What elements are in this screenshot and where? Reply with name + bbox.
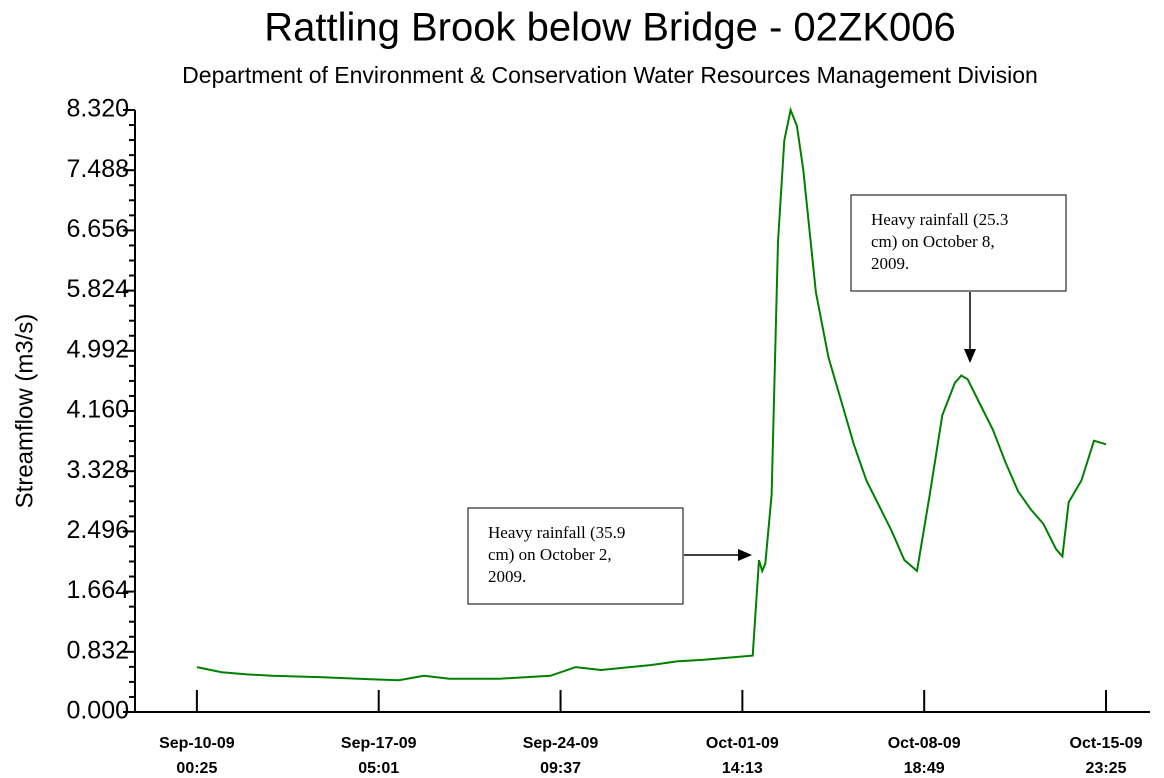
- y-tick-label: 3.328: [66, 456, 129, 484]
- annotation-text: 2009.: [871, 254, 909, 273]
- x-tick-label: Oct-01-09 14:13: [706, 735, 779, 777]
- x-tick-label: Sep-17-09 05:01: [341, 735, 417, 777]
- x-tick-label: Sep-24-09 09:37: [523, 735, 599, 777]
- x-tick-label: Oct-08-09 18:49: [888, 735, 961, 777]
- y-tick-label: 2.496: [66, 516, 129, 544]
- y-tick-label: 1.664: [66, 576, 129, 604]
- y-tick-label: 7.488: [66, 155, 129, 183]
- annotation-arrowhead: [964, 349, 976, 363]
- y-tick-label: 5.824: [66, 275, 129, 303]
- x-tick-label: Sep-10-09 00:25: [159, 735, 235, 777]
- y-tick-label: 4.992: [66, 335, 129, 363]
- chart-title: Rattling Brook below Bridge - 02ZK006: [264, 6, 955, 50]
- annotation-text: Heavy rainfall (35.9: [488, 523, 625, 542]
- annotation-text: cm) on October 8,: [871, 232, 995, 251]
- annotation-text: cm) on October 2,: [488, 545, 612, 564]
- annotation-box: [467, 507, 684, 605]
- annotation-text: 2009.: [488, 567, 526, 586]
- x-tick-label: Oct-15-09 23:25: [1070, 735, 1143, 777]
- y-tick-label: 0.832: [66, 636, 129, 664]
- line-series: [196, 106, 1107, 682]
- y-tick-label: 8.320: [66, 95, 129, 123]
- annotation-arrowhead: [738, 549, 752, 561]
- y-tick-label: 6.656: [66, 215, 129, 243]
- y-tick-label: 4.160: [66, 396, 129, 424]
- y-axis-label: Streamflow (m3/s): [11, 314, 38, 509]
- annotation-text: Heavy rainfall (25.3: [871, 210, 1008, 229]
- chart-subtitle: Department of Environment & Conservation…: [182, 62, 1038, 88]
- y-tick-label: 0.000: [66, 697, 129, 725]
- annotation-box: [850, 194, 1067, 292]
